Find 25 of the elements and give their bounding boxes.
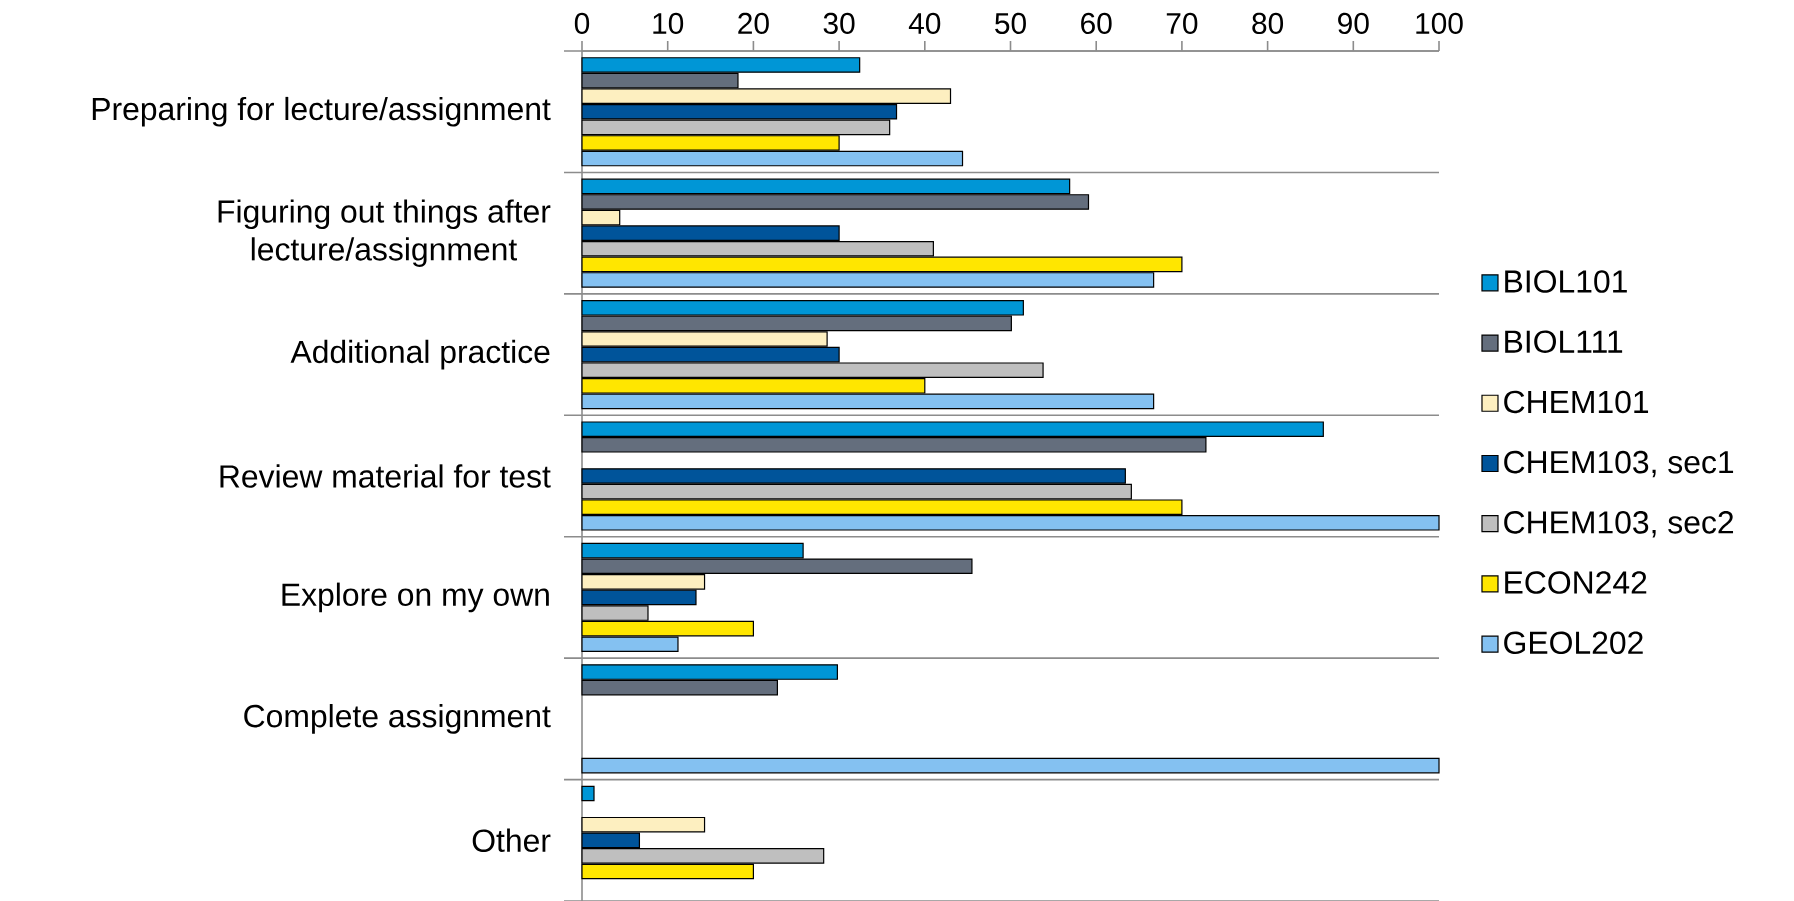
x-tick-label: 70 [1166,12,1198,34]
x-tick-label: 90 [1338,12,1369,34]
legend-label: CHEM103, sec1 [1504,450,1734,478]
legend-label: CHEM101 [1504,390,1649,414]
x-tick-label: 50 [995,12,1026,34]
x-tick-label: 60 [1081,12,1112,34]
x-tick-label: 40 [908,12,941,34]
x-tick-label: 80 [1252,12,1284,34]
x-tick-label: 30 [823,12,855,34]
y-tick-label: Additional practice [290,339,550,370]
x-tick-label: 10 [653,12,684,34]
y-tick-label: Preparing for lecture/assignment [92,96,551,127]
legend-label: BIOL111 [1505,330,1623,353]
x-tick-label: 20 [738,12,769,34]
legend-label: GEOL202 [1504,631,1643,655]
x-tick-label: 0 [574,12,590,34]
y-tick-label: Review material for test [220,464,551,488]
legend-label: ECON242 [1505,571,1647,594]
legend-label: CHEM103, sec2 [1504,511,1734,538]
y-tick-label: Complete assignment [244,704,551,734]
y-tick-label: Other [472,828,551,853]
x-tick-label: 100 [1416,12,1463,34]
legend-label: BIOL101 [1505,270,1627,293]
y-tick-label: Figuring out things after lecture/assignment [218,199,551,267]
y-tick-label: Explore on my own [282,582,549,613]
